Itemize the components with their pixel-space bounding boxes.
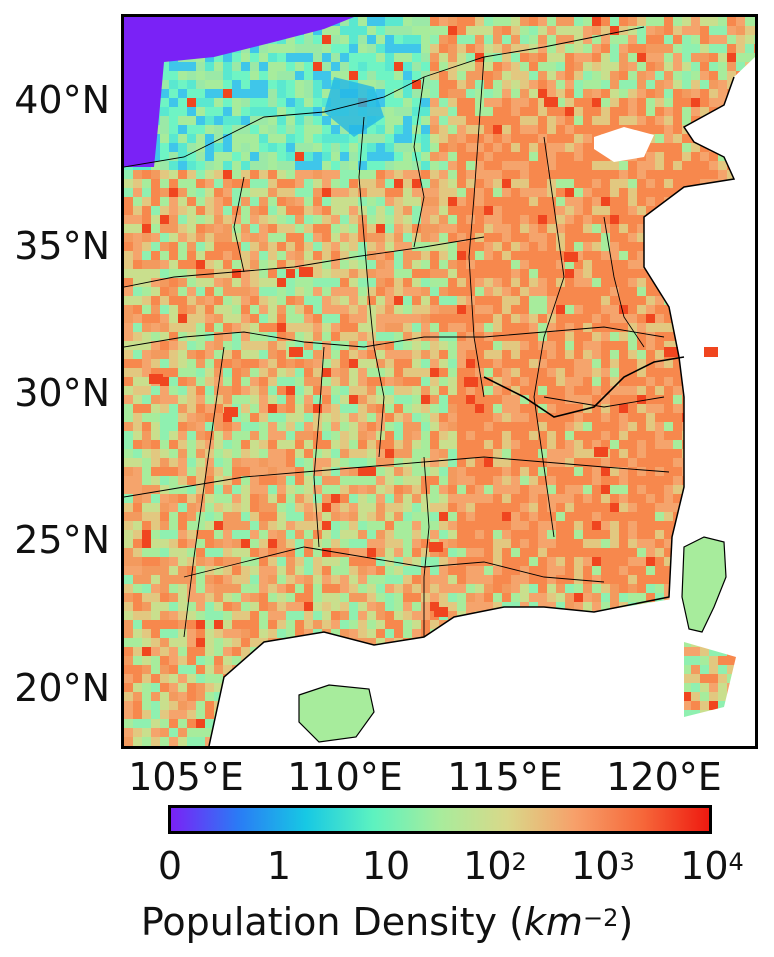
hotspot-cell [429, 542, 443, 552]
province-border [313, 346, 325, 548]
latitude-tick-label: 30°N [14, 371, 110, 415]
hotspot-cell [149, 374, 163, 384]
hotspot-cell [704, 347, 718, 357]
province-border [423, 456, 430, 637]
hotspot-cell [544, 97, 558, 107]
hotspot-cell [564, 252, 578, 262]
latitude-tick-label: 35°N [14, 224, 110, 268]
taiwan-island [681, 536, 727, 633]
longitude-tick-label: 120°E [606, 755, 722, 799]
colorbar [168, 805, 712, 834]
colorbar-tick-label: 104 [680, 844, 744, 888]
colorbar-label: Population Density (km−2) [140, 900, 634, 944]
province-border [124, 456, 670, 498]
longitude-tick-label: 105°E [128, 755, 244, 799]
population-density-map [121, 14, 758, 749]
density-cells [124, 17, 755, 746]
colorbar-tick-label: 10 [361, 844, 411, 888]
coastline [208, 76, 736, 746]
hotspot-cell [664, 347, 678, 357]
province-border [124, 326, 665, 348]
province-border [413, 76, 425, 248]
hotspot-cell [464, 377, 478, 387]
hotspot-cell [289, 347, 303, 357]
province-border [468, 56, 485, 398]
no-data-region [124, 17, 354, 167]
east-china-sea [644, 17, 755, 746]
map-raster [124, 17, 755, 746]
province-border [233, 176, 245, 273]
colorbar-tick-label: 103 [571, 844, 635, 888]
river-line [483, 356, 685, 418]
province-border [183, 346, 225, 638]
colorbar-tick-label: 1 [266, 844, 292, 888]
longitude-tick-label: 115°E [447, 755, 563, 799]
hainan-island [298, 684, 375, 743]
hotspot-cell [594, 447, 608, 457]
province-border [183, 546, 605, 583]
province-border [124, 26, 645, 168]
province-border [358, 116, 385, 458]
latitude-tick-label: 40°N [14, 78, 110, 122]
hotspot-cell [434, 607, 448, 617]
low-density-patch [324, 77, 384, 137]
hotspot-cell [224, 407, 238, 417]
bohai-sea [594, 127, 654, 162]
latitude-tick-label: 25°N [14, 518, 110, 562]
longitude-tick-label: 110°E [287, 755, 403, 799]
province-border [603, 216, 645, 348]
colorbar-tick-label: 0 [157, 844, 183, 888]
province-border [543, 396, 665, 408]
latitude-tick-label: 20°N [14, 666, 110, 710]
province-border [124, 236, 485, 288]
hotspot-cell [299, 267, 313, 277]
province-border [533, 136, 565, 538]
colorbar-tick-label: 102 [463, 844, 527, 888]
